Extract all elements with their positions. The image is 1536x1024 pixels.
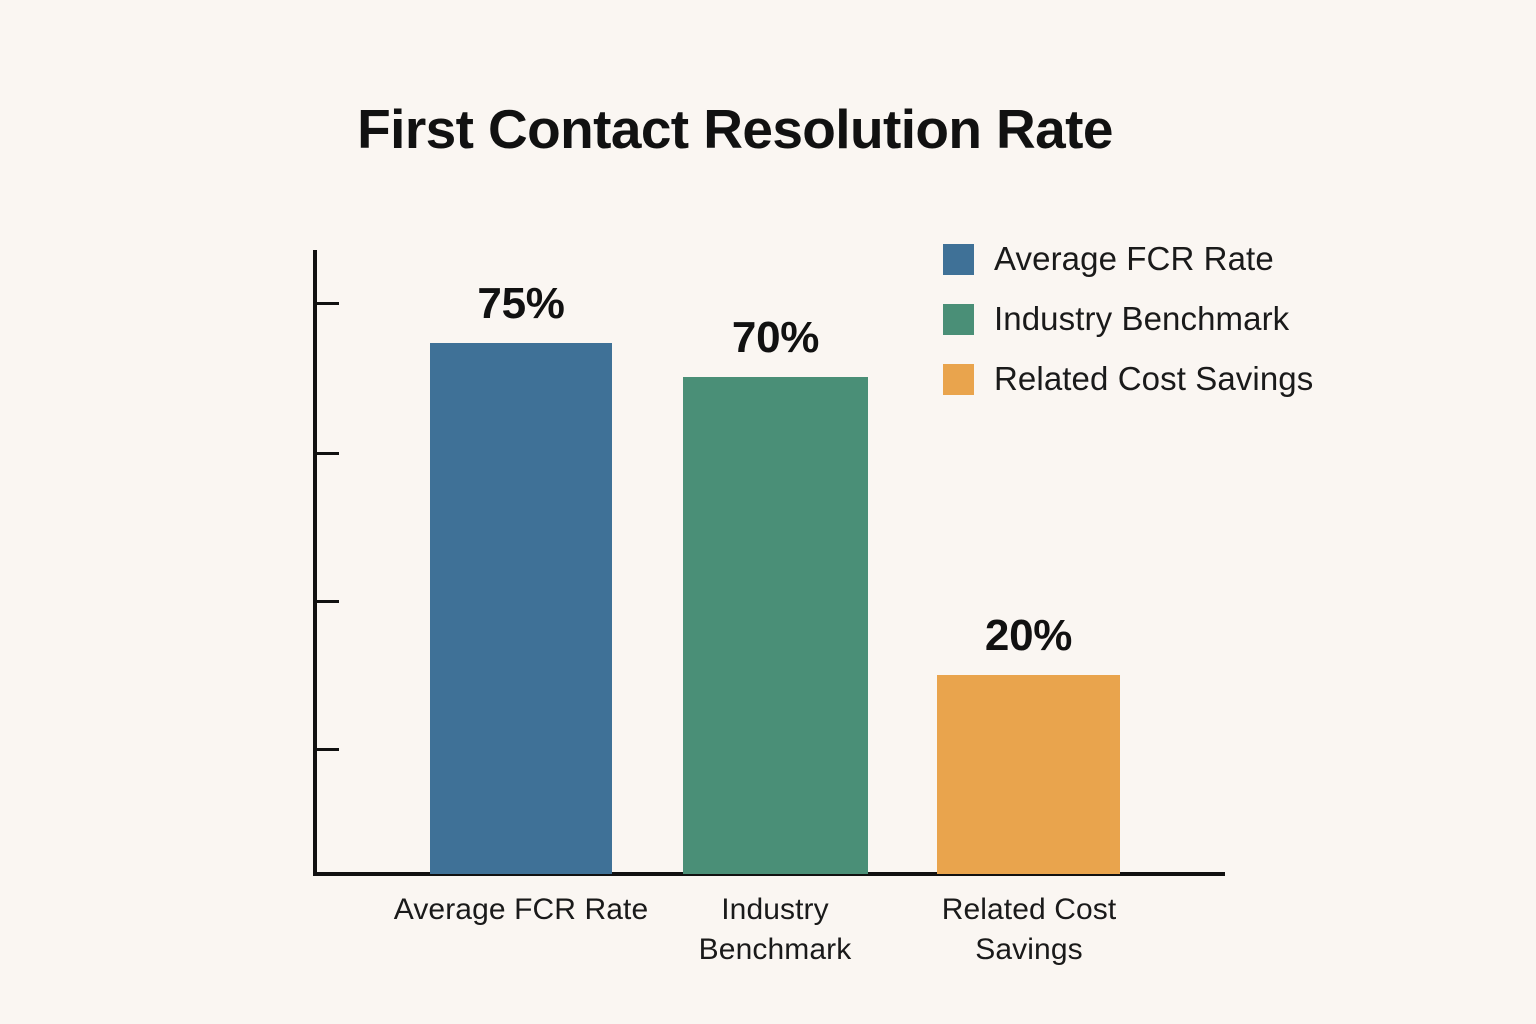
chart-title: First Contact Resolution Rate bbox=[357, 98, 1113, 160]
chart-legend: Average FCR Rate Industry Benchmark Rela… bbox=[943, 229, 1313, 409]
bar-average-fcr-rate[interactable]: 75% bbox=[430, 279, 612, 874]
y-axis-tick-40 bbox=[317, 600, 339, 603]
bar-industry-benchmark[interactable]: 70% bbox=[683, 313, 868, 874]
legend-item-industry-benchmark[interactable]: Industry Benchmark bbox=[943, 289, 1313, 349]
bar-value-average-fcr-rate: 75% bbox=[477, 279, 565, 328]
legend-swatch-icon bbox=[943, 303, 974, 335]
y-axis-tick-80 bbox=[317, 302, 339, 305]
bar-related-cost-savings[interactable]: 20% bbox=[937, 611, 1120, 874]
bar-value-related-cost-savings: 20% bbox=[984, 611, 1073, 660]
legend-label: Related Cost Savings bbox=[994, 360, 1314, 397]
x-axis-line bbox=[313, 872, 1225, 876]
legend-label: Industry Benchmark bbox=[994, 300, 1290, 337]
bars-layer: 75% 70% 20% bbox=[313, 250, 1225, 876]
legend-swatch-icon bbox=[943, 243, 974, 275]
x-axis-label-related-cost-savings: Related Cost Savings bbox=[869, 890, 1189, 970]
x-axis-label-average-fcr-rate: Average FCR Rate bbox=[361, 890, 681, 930]
x-axis-label-line-2: Benchmark bbox=[698, 932, 852, 966]
legend-label: Average FCR Rate bbox=[994, 240, 1274, 277]
x-axis-label-line-1: Average FCR Rate bbox=[393, 893, 649, 926]
bar-rect-related-cost-savings bbox=[937, 675, 1120, 874]
bar-rect-industry-benchmark bbox=[683, 377, 868, 874]
x-axis-label-line-1: Industry bbox=[721, 893, 829, 926]
x-axis-label-line-2: Savings bbox=[975, 932, 1083, 966]
x-axis-labels: Average FCR Rate Industry Benchmark Rela… bbox=[313, 890, 1225, 1000]
x-axis-label-industry-benchmark: Industry Benchmark bbox=[615, 890, 935, 970]
plot-area: 80% 60% 40% 20% 75% 70% 20% bbox=[313, 250, 1225, 876]
y-axis-tick-20 bbox=[317, 748, 339, 751]
y-axis-line bbox=[313, 250, 317, 876]
x-axis-label-line-1: Related Cost bbox=[941, 893, 1117, 926]
legend-item-average-fcr-rate[interactable]: Average FCR Rate bbox=[943, 229, 1313, 289]
legend-swatch-icon bbox=[943, 363, 974, 395]
legend-item-related-cost-savings[interactable]: Related Cost Savings bbox=[943, 349, 1313, 409]
y-axis-tick-60 bbox=[317, 452, 339, 455]
bar-value-industry-benchmark: 70% bbox=[731, 313, 820, 362]
bar-rect-average-fcr-rate bbox=[430, 343, 612, 874]
